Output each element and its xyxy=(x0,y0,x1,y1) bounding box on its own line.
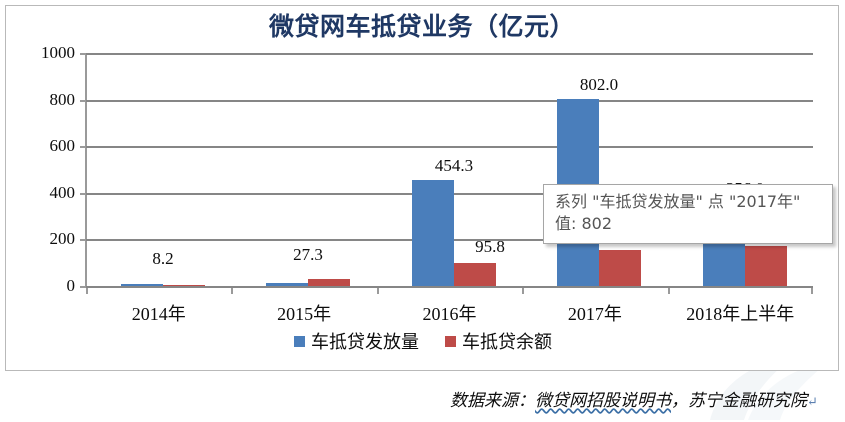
legend-swatch-icon-balance xyxy=(445,335,456,347)
plot-area: 1000 800 600 400 200 0 xyxy=(41,43,813,324)
tooltip-series-line: 系列 "车抵贷发放量" 点 "2017年" xyxy=(555,192,801,211)
bar-2016-balance[interactable] xyxy=(454,263,496,286)
y-axis-label-1000: 1000 xyxy=(41,43,75,62)
bar-2015-balance[interactable] xyxy=(308,279,350,286)
bar-label-2015-issuance: 27.3 xyxy=(293,245,323,264)
x-axis-label-2014: 2014年 xyxy=(131,304,186,324)
y-tick-1000 xyxy=(80,53,86,55)
bar-2015-issuance[interactable] xyxy=(266,283,308,286)
y-axis-label-600: 600 xyxy=(49,136,76,156)
y-axis-label-0: 0 xyxy=(66,276,76,295)
x-axis-label-2016: 2016年 xyxy=(422,304,477,324)
chart-legend: 车抵贷发放量 车抵贷余额 xyxy=(6,328,840,354)
gridline-800 xyxy=(86,99,813,102)
bar-2014-issuance[interactable] xyxy=(121,284,163,286)
x-tick-0 xyxy=(86,288,88,294)
legend-label-issuance: 车抵贷发放量 xyxy=(311,332,419,352)
bar-label-2014-issuance: 8.2 xyxy=(152,249,174,268)
legend-label-balance: 车抵贷余额 xyxy=(462,332,552,352)
y-tick-400 xyxy=(80,192,86,195)
x-axis-line xyxy=(86,286,813,288)
y-axis-line xyxy=(85,53,87,288)
legend-item-issuance[interactable]: 车抵贷发放量 xyxy=(294,328,419,354)
x-tick-2 xyxy=(376,288,379,294)
bar-label-2016-balance: 95.8 xyxy=(475,237,505,256)
gridline-1000 xyxy=(86,53,813,55)
y-axis-label-400: 400 xyxy=(49,182,76,202)
data-source-suffix: ，苏宁金融研究院 xyxy=(671,391,807,410)
x-axis-label-2015: 2015年 xyxy=(277,304,332,324)
x-tick-5 xyxy=(811,288,813,294)
bar-2014-balance[interactable] xyxy=(163,285,205,286)
bar-2017-balance[interactable] xyxy=(599,250,641,286)
y-tick-800 xyxy=(80,99,86,102)
x-tick-4 xyxy=(667,288,670,294)
legend-swatch-icon-issuance xyxy=(294,335,305,347)
y-tick-600 xyxy=(80,146,86,149)
x-axis-label-2018h1: 2018年上半年 xyxy=(686,304,795,324)
x-axis-label-2017: 2017年 xyxy=(567,304,622,324)
legend-item-balance[interactable]: 车抵贷余额 xyxy=(445,328,552,354)
y-tick-0 xyxy=(80,286,86,288)
data-source-prefix: 数据来源： xyxy=(450,391,535,410)
bar-2018h1-balance[interactable] xyxy=(745,246,787,286)
data-source-name: 微贷网招股说明书 xyxy=(535,391,671,410)
tooltip-value-line: 值: 802 xyxy=(555,214,613,234)
bar-label-2016-issuance: 454.3 xyxy=(434,156,474,175)
y-axis-label-800: 800 xyxy=(49,89,76,109)
y-axis-label-200: 200 xyxy=(49,229,76,249)
bar-label-2017-issuance: 802.0 xyxy=(579,75,619,94)
paragraph-mark-icon: ↵ xyxy=(807,394,818,409)
gridline-600 xyxy=(86,146,813,149)
x-tick-3 xyxy=(522,288,525,294)
chart-tooltip: 系列 "车抵贷发放量" 点 "2017年" 值: 802 xyxy=(543,184,833,245)
chart-title: 微贷网车抵贷业务（亿元） xyxy=(268,14,575,41)
x-tick-1 xyxy=(231,288,234,294)
bar-2016-issuance[interactable] xyxy=(412,180,454,286)
data-source-caption: 数据来源：微贷网招股说明书，苏宁金融研究院↵ xyxy=(450,386,818,411)
y-tick-200 xyxy=(80,239,86,242)
